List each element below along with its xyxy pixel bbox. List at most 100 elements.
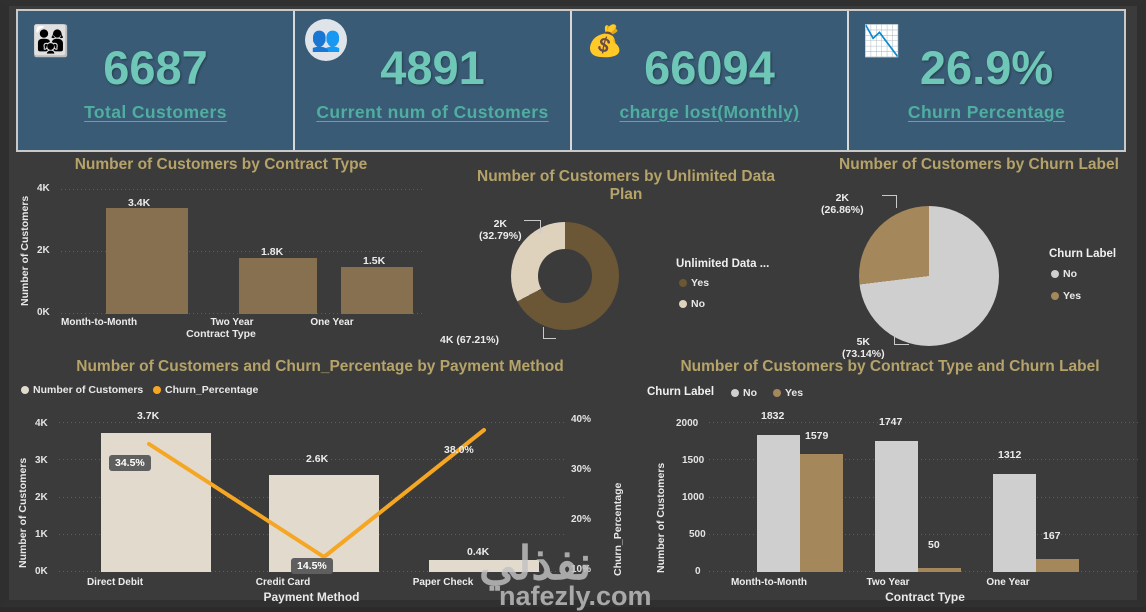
y-tick: 0	[695, 566, 701, 577]
x-tick-direct-debit: Direct Debit	[86, 577, 144, 588]
chart-title: Number of Customers and Churn_Percentage…	[76, 358, 564, 375]
y-axis-label: Number of Customers	[19, 195, 31, 306]
bar-value-label: 1312	[998, 449, 1022, 461]
bar-value-label: 1747	[879, 416, 903, 428]
bar-two-year-yes[interactable]	[918, 568, 961, 572]
y-axis-label: Number of Customers	[655, 462, 667, 573]
kpi-card-churn-percentage[interactable]: 📉 26.9% Churn Percentage	[849, 11, 1124, 150]
chart-title: Number of Customers by Unlimited Data Pl…	[477, 168, 775, 204]
y-tick: 4K	[35, 418, 48, 429]
pie-leader-line	[882, 195, 897, 208]
line-value-label-direct-debit: 34.5%	[109, 455, 151, 471]
y-tick: 2K	[35, 492, 48, 503]
legend-swatch-no	[679, 300, 687, 308]
x-axis-label: Contract Type	[885, 590, 965, 604]
x-tick-month-to-month: Month-to-Month	[61, 317, 138, 328]
y-tick: 1K	[35, 529, 48, 540]
x-tick-two-year: Two Year	[866, 577, 910, 588]
y-tick: 0K	[35, 566, 48, 577]
people-group-icon: 👥	[305, 19, 347, 61]
legend-item-yes[interactable]: Yes	[1051, 290, 1081, 302]
chart-title: Number of Customers by Churn Label	[839, 156, 1119, 173]
plot-area: 3.7K 2.6K 0.4K 34.5% 14.5% 38.0%	[59, 410, 564, 574]
donut-callout-no: 2K (32.79%)	[479, 218, 522, 243]
bar-one-year-yes[interactable]	[1036, 559, 1079, 572]
y-tick: 4K	[37, 183, 50, 194]
bar-value-label: 1579	[805, 430, 829, 442]
kpi-label-churn-percentage: Churn Percentage	[907, 102, 1066, 122]
bar-one-year-no[interactable]	[993, 474, 1036, 572]
y-tick: 3K	[35, 455, 48, 466]
bar-paper-check[interactable]	[429, 560, 539, 572]
chart-unlimited-data-donut[interactable]: Number of Customers by Unlimited Data Pl…	[431, 156, 821, 356]
pie-leader-line-2	[894, 334, 909, 345]
kpi-row: 👨‍👩‍👧 6687 Total Customers 👥 4891 Curren…	[16, 9, 1126, 152]
kpi-card-charge-lost[interactable]: 💰 66094 charge lost(Monthly)	[572, 11, 849, 150]
legend-label-no: No	[691, 298, 705, 310]
x-axis-label: Payment Method	[263, 590, 360, 604]
legend-item-no[interactable]: No	[1051, 268, 1077, 280]
legend-item-no[interactable]: No	[731, 387, 757, 399]
bar-month-to-month-yes[interactable]	[800, 454, 843, 572]
y-tick: 0K	[37, 307, 50, 318]
x-tick-two-year: Two Year	[210, 317, 254, 328]
kpi-card-current-customers[interactable]: 👥 4891 Current num of Customers	[295, 11, 572, 150]
bar-value-label: 2.6K	[306, 453, 329, 465]
legend-label-yes: Yes	[691, 277, 710, 289]
bar-value-label: 1832	[761, 410, 785, 422]
y2-tick: 20%	[571, 514, 592, 525]
donut-leader-line-2	[543, 327, 556, 339]
legend-label-yes: Yes	[785, 387, 804, 399]
bar-one-year[interactable]	[341, 267, 413, 314]
x-axis-label: Contract Type	[186, 328, 256, 340]
legend-swatch-churn	[153, 386, 161, 394]
donut-leader-line	[524, 220, 541, 233]
plot-area: 3.4K 1.8K 1.5K	[61, 189, 423, 314]
donut-callout-yes: 4K (67.21%)	[440, 334, 499, 346]
bar-value-label: 1.5K	[363, 255, 386, 267]
chart-payment-method-combo[interactable]: Number of Customers and Churn_Percentage…	[11, 358, 629, 608]
legend-swatch-yes	[679, 279, 687, 287]
y2-tick: 40%	[571, 414, 592, 425]
chart-churn-label-pie[interactable]: Number of Customers by Churn Label 2K (2…	[809, 156, 1146, 360]
donut-hole	[538, 249, 592, 303]
kpi-label-current-customers: Current num of Customers	[316, 102, 549, 122]
bar-value-label: 3.7K	[137, 410, 160, 422]
legend-item-no[interactable]: No	[679, 298, 705, 310]
bar-value-label: 1.8K	[261, 246, 284, 258]
legend-label-yes: Yes	[1063, 290, 1082, 302]
chart-contract-churn-grouped-bar[interactable]: Number of Customers by Contract Type and…	[631, 358, 1146, 608]
legend-item-yes[interactable]: Yes	[773, 387, 803, 399]
y-axis-label: Number of Customers	[17, 457, 29, 568]
legend-item-number-of-customers[interactable]: Number of Customers	[21, 384, 143, 396]
bar-month-to-month-no[interactable]	[757, 435, 800, 572]
money-loss-icon: 💰	[586, 25, 624, 58]
line-value-label-credit-card: 14.5%	[291, 558, 333, 574]
y2-tick: 10%	[571, 564, 592, 575]
line-value-label-paper-check: 38.0%	[444, 444, 474, 456]
chart-title: Number of Customers by Contract Type and…	[680, 358, 1100, 375]
legend-title: Unlimited Data ...	[676, 258, 770, 270]
y-tick: 2000	[676, 418, 699, 429]
y-tick: 2K	[37, 245, 50, 256]
bar-two-year-no[interactable]	[875, 441, 918, 572]
legend-swatch-customers	[21, 386, 29, 394]
pie-graphic[interactable]	[859, 206, 999, 346]
legend-item-churn-percentage[interactable]: Churn_Percentage	[153, 384, 258, 396]
x-tick-one-year: One Year	[986, 577, 1030, 588]
kpi-value-charge-lost: 66094	[644, 41, 775, 94]
x-tick-month-to-month: Month-to-Month	[730, 577, 808, 588]
kpi-card-total-customers[interactable]: 👨‍👩‍👧 6687 Total Customers	[18, 11, 295, 150]
bar-month-to-month[interactable]	[106, 208, 188, 314]
kpi-label-total-customers: Total Customers	[84, 102, 227, 122]
bar-two-year[interactable]	[239, 258, 317, 314]
legend-label-no: No	[743, 387, 757, 399]
family-icon: 👨‍👩‍👧	[32, 25, 70, 58]
legend-item-yes[interactable]: Yes	[679, 277, 709, 289]
legend-swatch-no	[731, 389, 739, 397]
kpi-value-churn-percentage: 26.9%	[919, 41, 1054, 94]
donut-graphic[interactable]	[511, 222, 619, 330]
kpi-value-current-customers: 4891	[380, 41, 485, 94]
legend-label-churn: Churn_Percentage	[165, 384, 259, 396]
chart-contract-type-bar[interactable]: Number of Customers by Contract Type Num…	[11, 156, 431, 346]
